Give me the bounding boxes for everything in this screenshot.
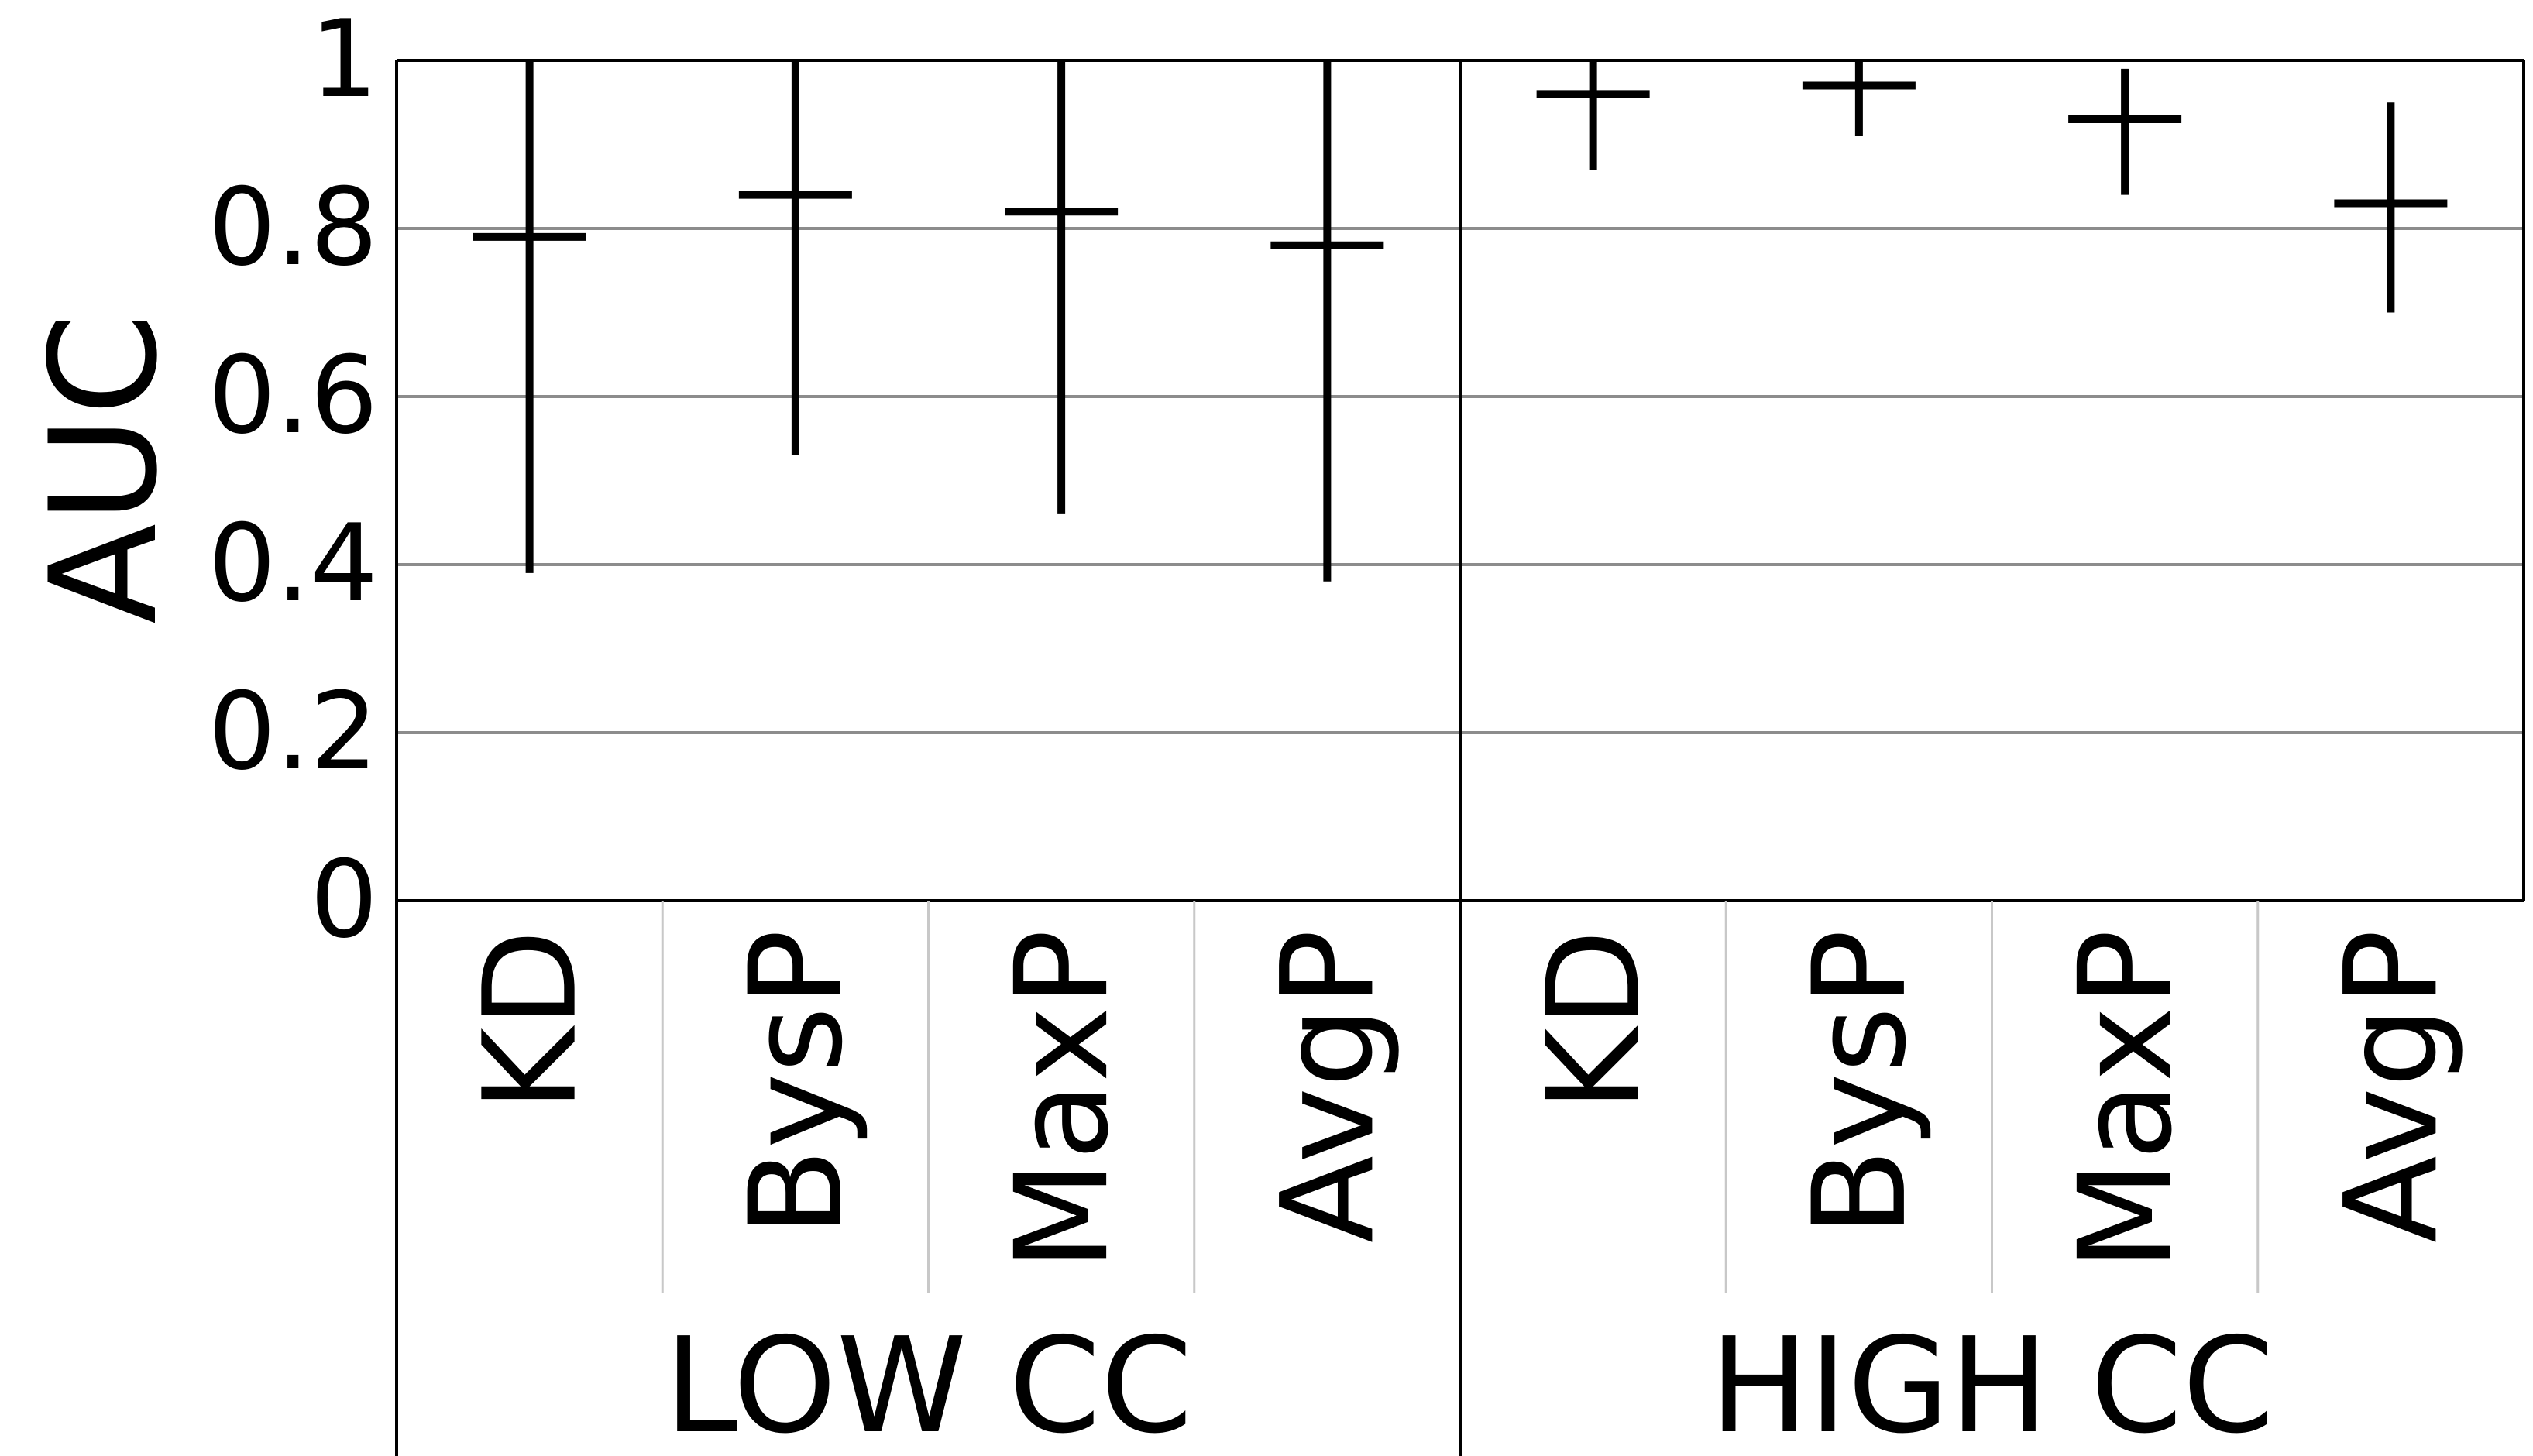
category-label: MaxP: [2051, 929, 2200, 1271]
y-tick-label: 0.6: [208, 333, 378, 458]
y-tick-label: 0.2: [208, 669, 378, 794]
group-labels: LOW CC HIGH CC: [665, 1310, 2274, 1456]
y-tick-label: 1: [310, 0, 378, 122]
y-axis-ticks: 0 0.2 0.4 0.6 0.8 1: [208, 0, 378, 962]
plot-frame: [395, 59, 2525, 1456]
category-label: MaxP: [988, 929, 1136, 1271]
category-label: KD: [456, 929, 605, 1111]
category-label: AvgP: [1253, 929, 1402, 1243]
group-label: LOW CC: [665, 1310, 1193, 1456]
category-label: KD: [1520, 929, 1669, 1111]
category-label: BysP: [722, 929, 871, 1236]
y-tick-label: 0: [310, 837, 378, 962]
error-bar-marks: [473, 60, 2448, 582]
category-label: BysP: [1785, 929, 1934, 1236]
y-tick-label: 0.4: [208, 501, 378, 626]
category-labels: KD BysP MaxP AvgP KD BysP MaxP AvgP: [456, 901, 2466, 1293]
y-axis-title: AUC: [19, 313, 190, 624]
category-label: AvgP: [2317, 929, 2466, 1243]
y-tick-label: 0.8: [208, 165, 378, 290]
group-label: HIGH CC: [1710, 1310, 2274, 1456]
